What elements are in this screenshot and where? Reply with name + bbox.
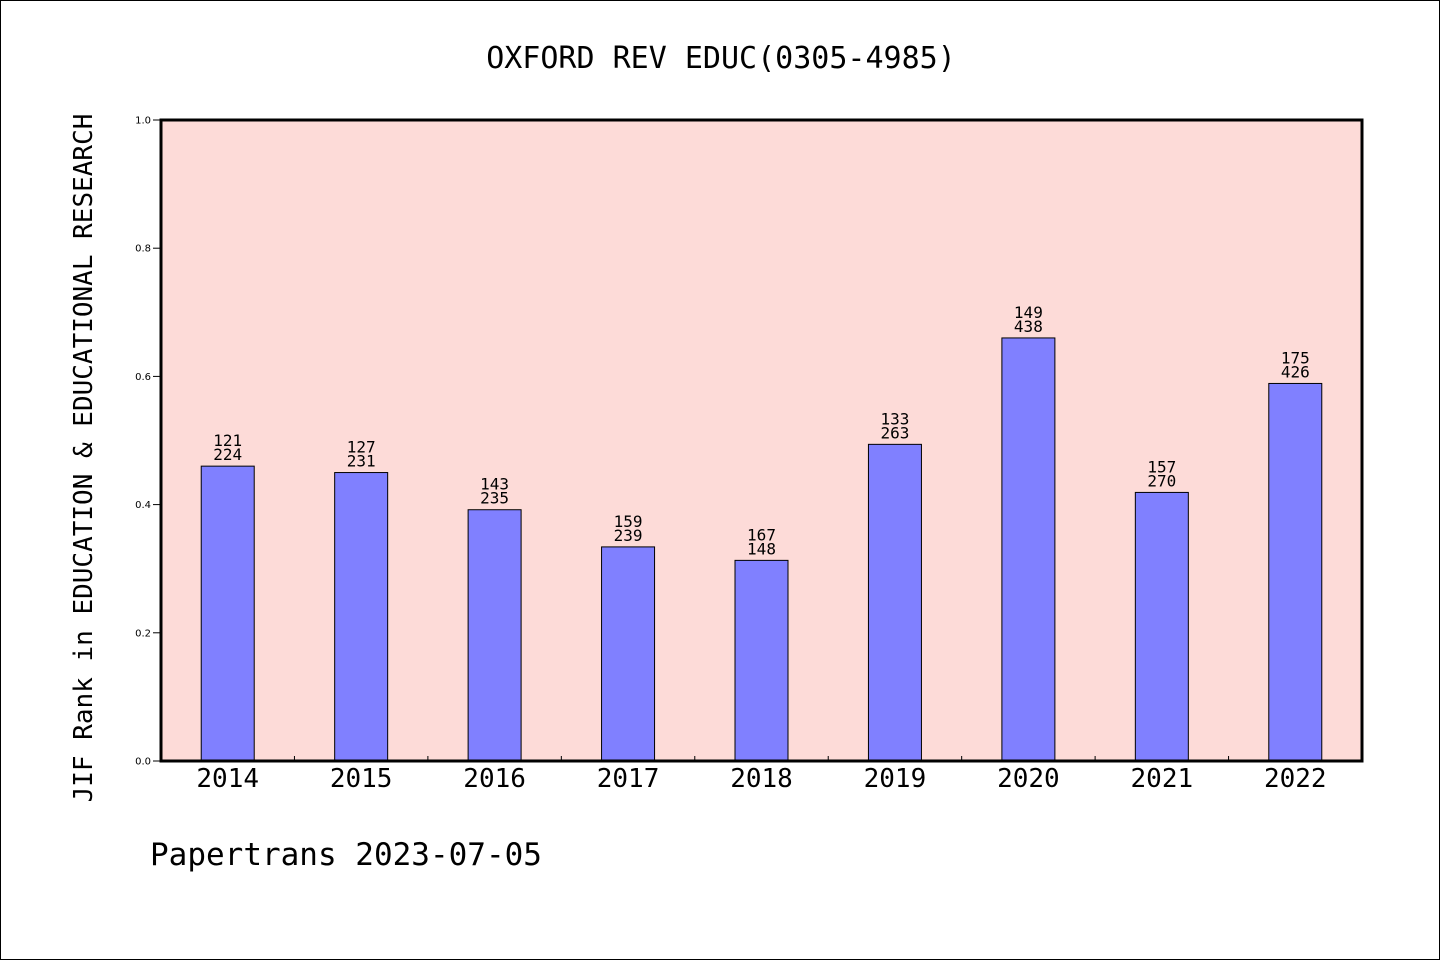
x-tick-label: 2020 xyxy=(997,764,1060,794)
bar-label-bottom: 224 xyxy=(213,445,242,464)
bar-label-bottom: 231 xyxy=(347,452,376,471)
bar-label-top: 159 xyxy=(614,512,643,531)
x-tick-label: 2017 xyxy=(597,764,660,794)
ticks-layer: 2014 2015 2016 2017 2018 2019 2020 2021 2022 0.0 0… xyxy=(135,116,1326,795)
bar-2019 xyxy=(867,443,922,762)
y-axis-title: JIF Rank in EDUCATION & EDUCATIONAL RESE… xyxy=(69,114,99,803)
bar-2020 xyxy=(1001,337,1056,762)
bar-label-top: 133 xyxy=(880,409,909,428)
x-tick-label: 2022 xyxy=(1264,764,1327,794)
bar-2017 xyxy=(601,546,656,762)
bar-label-bottom: 235 xyxy=(480,489,509,508)
bar-label-bottom: 438 xyxy=(1014,317,1043,336)
x-tick-label: 2018 xyxy=(730,764,793,794)
bar-2018 xyxy=(734,559,789,762)
bar-2021 xyxy=(1134,491,1189,762)
bar-2016 xyxy=(467,509,522,762)
plot-border xyxy=(159,118,1364,763)
bar-2015 xyxy=(334,472,389,762)
bar-label-top: 157 xyxy=(1147,457,1176,476)
chart-title: OXFORD REV EDUC(0305-4985) xyxy=(486,41,956,76)
x-tick-label: 2016 xyxy=(463,764,526,794)
x-tick-label: 2014 xyxy=(196,764,259,794)
x-tick-label: 2021 xyxy=(1131,764,1194,794)
bar-label-bottom: 239 xyxy=(614,526,643,545)
bar-2022 xyxy=(1268,382,1323,762)
bar-label-top: 121 xyxy=(213,431,242,450)
y-tick-label: 0.0 xyxy=(135,757,151,768)
bar-label-top: 149 xyxy=(1014,303,1043,322)
bar-label-bottom: 263 xyxy=(880,423,909,442)
footer-text: Papertrans 2023-07-05 xyxy=(150,837,542,873)
bar-label-bottom: 426 xyxy=(1281,362,1310,381)
y-tick-label: 1.0 xyxy=(135,116,151,127)
y-tick-label: 0.2 xyxy=(135,628,151,639)
x-tick-label: 2015 xyxy=(330,764,393,794)
bar-label-top: 127 xyxy=(347,438,376,457)
bar-2014 xyxy=(200,465,255,762)
y-tick-label: 0.8 xyxy=(135,244,151,255)
y-tick-label: 0.4 xyxy=(135,500,151,511)
bar-label-bottom: 148 xyxy=(747,539,776,558)
bar-label-bottom: 270 xyxy=(1147,471,1176,490)
x-tick-label: 2019 xyxy=(864,764,927,794)
bar-label-top: 167 xyxy=(747,525,776,544)
bar-label-top: 143 xyxy=(480,475,509,494)
y-tick-label: 0.6 xyxy=(135,372,151,383)
bar-label-top: 175 xyxy=(1281,348,1310,367)
